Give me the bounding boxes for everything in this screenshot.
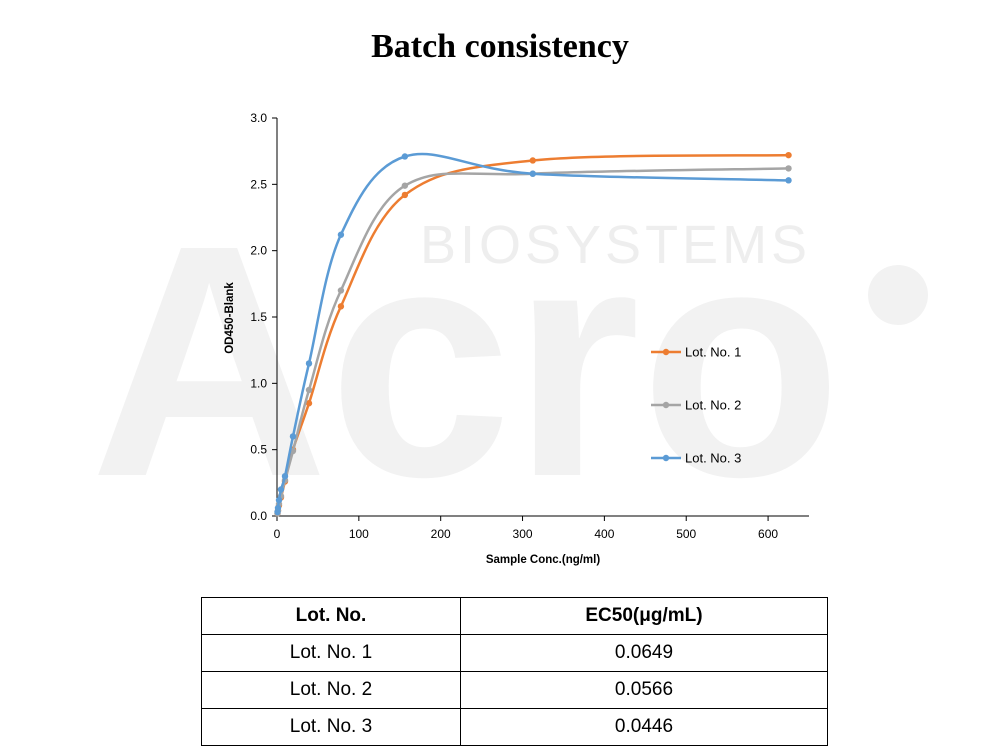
x-tick-label: 200	[431, 527, 451, 541]
table-row: Lot. No. 3 0.0446	[201, 708, 829, 746]
legend-label: Lot. No. 1	[685, 345, 741, 360]
chart-axes: 0.0 0.5 1.0 1.5 2.0 2.5 3.0 0 100 200 300 400 500 600	[250, 111, 809, 541]
data-point	[281, 473, 289, 480]
table-row: Lot. No. 2 0.0566	[201, 671, 829, 709]
column-header-lot: Lot. No.	[201, 597, 461, 635]
x-tick-label: 500	[676, 527, 696, 541]
data-point	[785, 177, 792, 184]
x-tick-label: 0	[274, 527, 281, 541]
batch-consistency-chart: 0.0 0.5 1.0 1.5 2.0 2.5 3.0 0 100 200 300 400 500 600…	[224, 111, 809, 566]
page-title: Batch consistency	[371, 28, 629, 65]
data-point	[277, 486, 285, 493]
legend-item: Lot. No. 2	[651, 398, 741, 413]
cell-lot: Lot. No. 1	[201, 634, 461, 672]
table-row: Lot. No. 1 0.0649	[201, 634, 829, 672]
y-tick-label: 3.0	[250, 111, 267, 125]
series-3	[274, 152, 792, 516]
cell-lot: Lot. No. 2	[201, 671, 461, 709]
data-point	[337, 287, 345, 294]
y-tick-label: 2.0	[250, 244, 267, 258]
y-tick-label: 0.0	[250, 509, 267, 523]
data-point	[275, 496, 283, 504]
column-header-ec50: EC50(μg/mL)	[459, 597, 829, 635]
ec50-table: Lot. No. EC50(μg/mL) Lot. No. 1 0.0649 L…	[201, 597, 829, 746]
data-point	[785, 165, 792, 172]
legend-marker	[662, 401, 670, 409]
x-tick-label: 300	[513, 527, 533, 541]
acro-watermark-logo: Acro BIOSYSTEMS	[90, 195, 928, 505]
y-tick-label: 1.0	[250, 376, 267, 390]
x-axis-label: Sample Conc.(ng/ml)	[486, 554, 601, 566]
cell-lot: Lot. No. 3	[201, 708, 461, 746]
chart-plot-area	[274, 151, 792, 517]
cell-ec50: 0.0446	[459, 708, 829, 746]
data-point	[274, 504, 282, 512]
data-point	[785, 151, 792, 159]
data-point	[529, 170, 536, 177]
data-point	[289, 433, 297, 440]
data-point	[305, 386, 313, 394]
legend-marker	[662, 348, 670, 356]
data-point	[401, 153, 409, 160]
watermark-logo-text: Acro	[90, 195, 842, 505]
legend-label: Lot. No. 3	[685, 451, 741, 466]
watermark-subtext: BIOSYSTEMS	[420, 215, 811, 275]
table-header-row: Lot. No. EC50(μg/mL)	[201, 597, 829, 635]
data-point	[337, 303, 345, 310]
data-point	[305, 400, 313, 407]
y-tick-label: 2.5	[250, 177, 267, 191]
data-point	[305, 360, 313, 367]
y-tick-label: 0.5	[250, 443, 267, 457]
cell-ec50: 0.0649	[459, 634, 829, 672]
chart-legend: Lot. No. 1 Lot. No. 2 Lot. No. 3	[651, 345, 741, 466]
watermark-dot-icon	[868, 265, 928, 325]
legend-marker	[662, 454, 670, 462]
cell-ec50: 0.0566	[459, 671, 829, 709]
legend-label: Lot. No. 2	[685, 398, 741, 413]
legend-item: Lot. No. 3	[651, 451, 741, 466]
x-tick-label: 600	[758, 527, 778, 541]
data-point	[401, 182, 409, 189]
data-point	[401, 191, 409, 199]
y-axis-label: OD450-Blank	[224, 282, 236, 354]
x-tick-label: 400	[594, 527, 614, 541]
data-point	[529, 157, 536, 164]
legend-item: Lot. No. 1	[651, 345, 741, 360]
y-tick-label: 1.5	[250, 310, 267, 324]
x-tick-label: 100	[349, 527, 369, 541]
data-point	[337, 231, 345, 238]
